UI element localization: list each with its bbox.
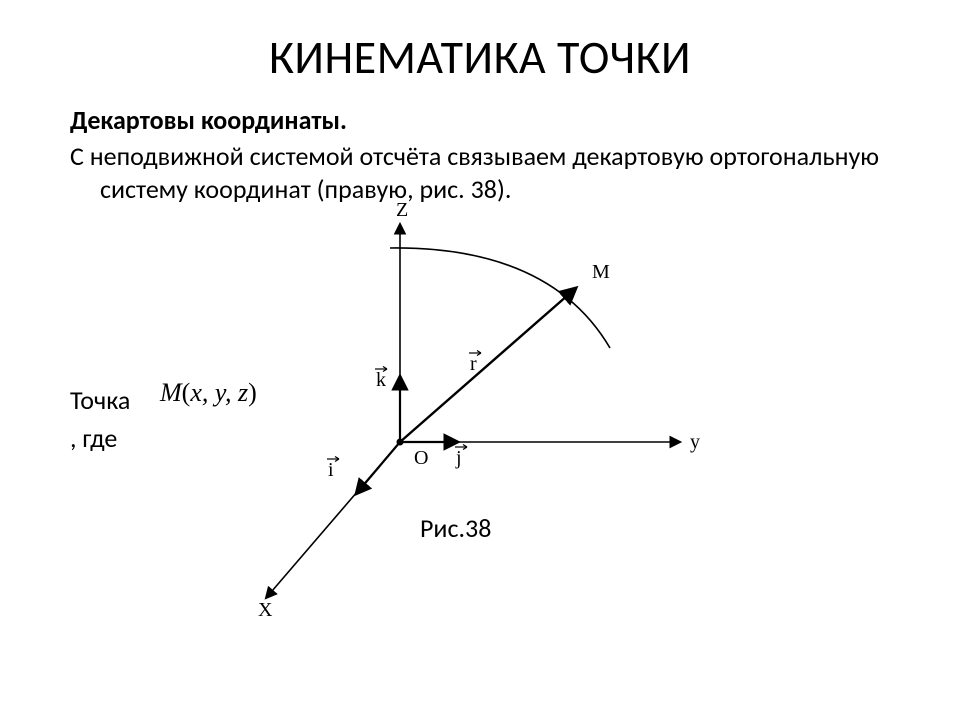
svg-text:y: y bbox=[690, 431, 700, 453]
coordinate-diagram: ZyXOkjirM bbox=[260, 218, 740, 618]
figure-caption: Рис.38 bbox=[420, 512, 491, 544]
subheading: Декартовы координаты. bbox=[70, 104, 890, 136]
expr-close: ) bbox=[248, 378, 257, 407]
svg-text:O: O bbox=[414, 447, 428, 469]
expr-M: M bbox=[160, 378, 182, 407]
svg-text:Z: Z bbox=[396, 199, 408, 221]
slide: КИНЕМАТИКА ТОЧКИ Декартовы координаты. С… bbox=[0, 0, 960, 720]
svg-text:M: M bbox=[592, 261, 610, 283]
svg-text:k: k bbox=[376, 369, 386, 391]
line-gde: , где bbox=[70, 422, 117, 454]
svg-text:i: i bbox=[328, 459, 334, 481]
svg-text:j: j bbox=[455, 447, 462, 469]
page-title: КИНЕМАТИКА ТОЧКИ bbox=[70, 30, 890, 86]
point-expression: M(x, y, z) bbox=[160, 378, 257, 408]
expr-args: x, y, z bbox=[190, 378, 248, 407]
svg-text:X: X bbox=[258, 599, 273, 621]
svg-text:r: r bbox=[470, 353, 477, 375]
line-tochka: Точка bbox=[70, 384, 130, 416]
diagram-svg: ZyXOkjirM bbox=[260, 218, 740, 618]
body-paragraph: С неподвижной системой отсчёта связываем… bbox=[70, 140, 890, 205]
